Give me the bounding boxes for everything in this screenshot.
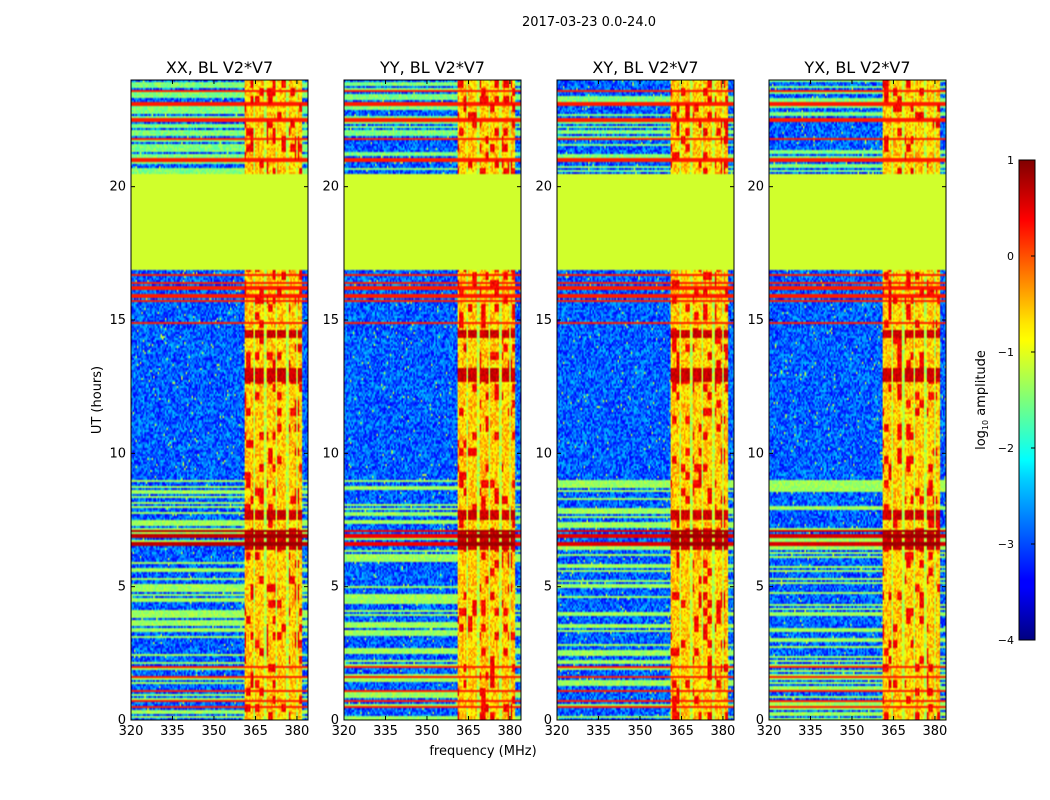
y-tick-label: 5 [544,580,552,595]
plot-frame-yx [768,79,947,721]
panel-yx: YX, BL V2*V7 320 335 350 365 380 0 5 10 15 20 [747,58,947,739]
x-tick-label: 335 [586,724,611,739]
x-tick-label: 365 [669,724,694,739]
y-tick-label: 5 [118,580,126,595]
heatmap-image-xx [131,80,308,720]
x-tick-label: 380 [498,724,523,739]
x-tick-label: 335 [373,724,398,739]
panel-xx: XX, BL V2*V7 320 335 350 365 380 0 5 10 15 20 [109,58,309,739]
heatmap-image-xy [557,80,734,720]
y-tick-label: 20 [322,180,339,195]
y-tick-label: 0 [756,713,764,728]
y-tick-label: 0 [544,713,552,728]
x-tick-label: 320 [757,724,782,739]
y-tick-label: 10 [322,446,339,461]
x-tick-label: 320 [119,724,144,739]
colorbar-tick-label: 0 [1007,250,1014,263]
x-tick-label: 320 [545,724,570,739]
x-tick-label: 350 [415,724,440,739]
colorbar: 10−1−2−3−4 log10 amplitude [974,154,1036,647]
x-tick-label: 380 [711,724,736,739]
y-tick-label: 0 [331,713,339,728]
y-tick-label: 20 [747,180,764,195]
colorbar-label-rest: amplitude [974,350,989,420]
y-tick-label: 5 [331,580,339,595]
y-axis-label: UT (hours) [90,366,105,434]
colorbar-tick-label: 1 [1007,154,1014,167]
x-axis-label: frequency (MHz) [429,744,536,759]
x-tick-label: 335 [798,724,823,739]
y-tick-label: 15 [535,313,552,328]
panel-xy: XY, BL V2*V7 320 335 350 365 380 0 5 10 15 20 [535,58,735,739]
panel-title-xx: XX, BL V2*V7 [166,58,273,77]
panel-title-yy: YY, BL V2*V7 [379,58,485,77]
colorbar-tick-label: −3 [998,538,1014,551]
colorbar-label: log10 amplitude [974,350,990,450]
y-tick-label: 10 [109,446,126,461]
x-tick-label: 350 [202,724,227,739]
figure-suptitle: 2017-03-23 0.0-24.0 [522,15,656,30]
heatmap-image-yx [769,80,946,720]
y-tick-label: 20 [535,180,552,195]
y-tick-label: 0 [118,713,126,728]
x-tick-label: 365 [881,724,906,739]
x-tick-label: 365 [243,724,268,739]
y-tick-label: 10 [535,446,552,461]
colorbar-label-sub: 10 [981,420,990,430]
colorbar-tick-label: −2 [998,442,1014,455]
y-tick-label: 15 [322,313,339,328]
x-tick-label: 365 [456,724,481,739]
y-tick-label: 20 [109,180,126,195]
heatmap-image-yy [344,80,521,720]
x-tick-label: 380 [285,724,310,739]
panel-yy: YY, BL V2*V7 320 335 350 365 380 0 5 10 15 20 [322,58,522,739]
colorbar-gradient [1018,159,1036,641]
y-tick-label: 10 [747,446,764,461]
x-tick-label: 335 [160,724,185,739]
panel-title-yx: YX, BL V2*V7 [803,58,910,77]
colorbar-tick-label: −4 [998,634,1014,647]
colorbar-label-base: log [974,430,989,450]
y-tick-label: 5 [756,580,764,595]
colorbar-tick-label: −1 [998,346,1014,359]
y-tick-label: 15 [109,313,126,328]
x-tick-label: 350 [628,724,653,739]
plot-frame-xy [556,79,735,721]
plot-frame-xx [130,79,309,721]
x-tick-label: 320 [332,724,357,739]
panel-title-xy: XY, BL V2*V7 [592,58,698,77]
x-tick-label: 350 [840,724,865,739]
colorbar-ticks: 1 0 −1 −2 −3 −4 [998,154,1035,647]
x-tick-label: 380 [923,724,948,739]
y-tick-label: 15 [747,313,764,328]
plot-frame-yy [343,79,522,721]
